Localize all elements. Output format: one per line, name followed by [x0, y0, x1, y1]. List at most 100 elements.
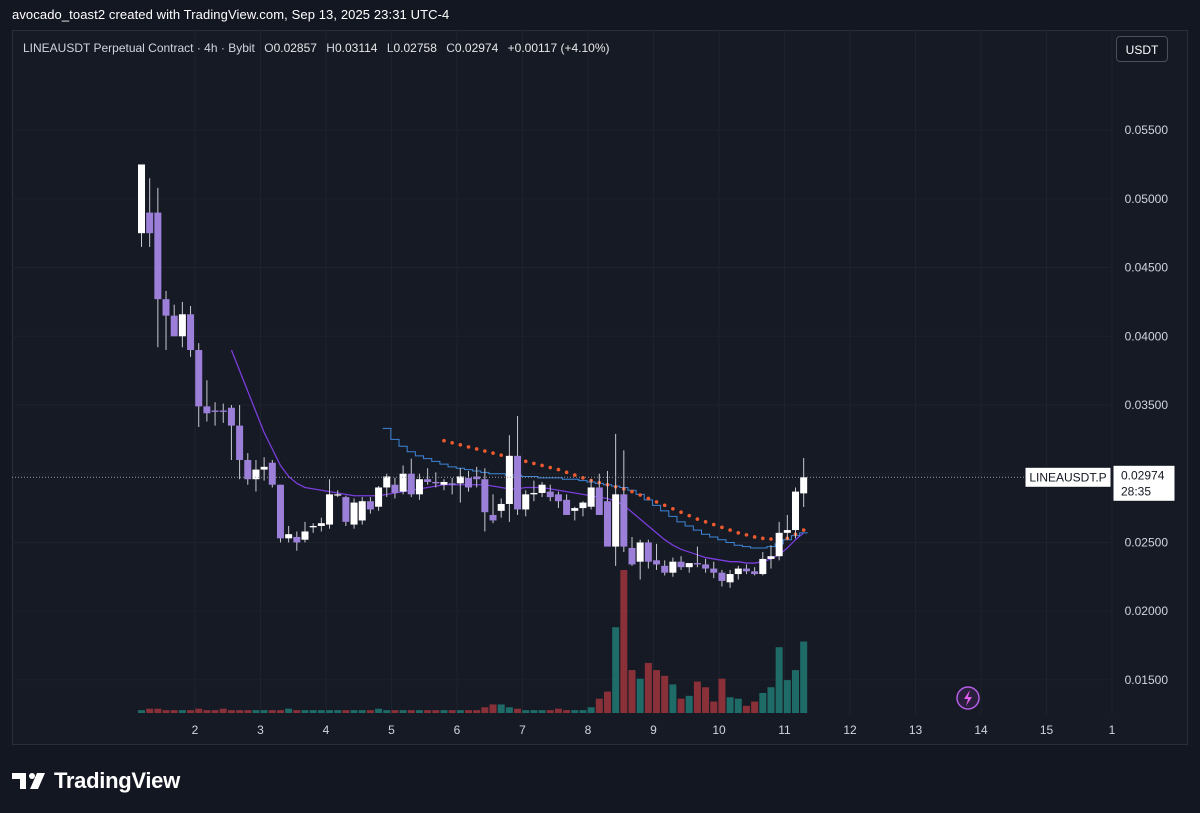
candle-body	[317, 523, 325, 526]
volume-bar	[358, 710, 366, 713]
volume-bar	[563, 710, 571, 713]
candle-body	[366, 501, 374, 510]
candle-body	[710, 568, 718, 573]
y-tick-label: 0.05000	[1125, 192, 1169, 206]
candle-body	[579, 502, 587, 509]
volume-bar	[685, 695, 693, 713]
indicator-dot	[572, 473, 577, 477]
candle-body	[571, 508, 579, 511]
tradingview-logo-icon	[12, 773, 45, 789]
indicator-dot	[466, 445, 471, 449]
candle-body	[285, 534, 293, 539]
volume-bar	[595, 698, 603, 713]
indicator-dot	[671, 506, 675, 511]
x-tick-label: 6	[454, 723, 461, 737]
volume-bar	[285, 708, 293, 713]
tradingview-logo[interactable]: TradingView	[12, 768, 180, 794]
candle-body	[424, 479, 432, 482]
candle-body	[530, 492, 538, 495]
volume-bar	[636, 678, 644, 713]
candle-body	[260, 466, 268, 470]
volume-bar	[187, 710, 195, 713]
candle-body	[276, 484, 284, 539]
indicator-dot	[679, 510, 683, 515]
candle-body	[195, 350, 203, 407]
candle-body	[751, 571, 759, 575]
candle-body	[219, 410, 227, 412]
volume-bar	[383, 710, 391, 713]
volume-bar	[783, 680, 791, 713]
volume-bar	[759, 692, 767, 713]
indicator-dot	[450, 440, 454, 445]
volume-bar	[677, 698, 685, 713]
volume-bar	[530, 710, 538, 713]
candle-body	[342, 497, 350, 522]
candle-body	[162, 299, 170, 316]
volume-bar	[481, 707, 489, 713]
indicator-dot	[523, 459, 528, 464]
volume-bar	[276, 710, 284, 713]
volume-bar	[432, 710, 440, 713]
volume-bar	[350, 710, 358, 713]
candle-body	[399, 473, 407, 492]
close-value: 0.02974	[454, 41, 499, 55]
grid	[12, 30, 1113, 715]
volume-bar	[252, 710, 260, 713]
indicator-dot	[761, 536, 765, 541]
alert-icon[interactable]	[956, 686, 980, 710]
y-tick-label: 0.02500	[1125, 535, 1169, 549]
volume-bar	[211, 710, 219, 713]
candle-body	[563, 499, 571, 515]
volume-bar	[742, 705, 750, 713]
volume-bar	[644, 662, 652, 713]
volume-bar	[775, 647, 783, 713]
candle-body	[326, 494, 334, 525]
candle-body	[187, 314, 195, 351]
candle-body	[146, 212, 154, 234]
indicator-dot	[720, 525, 724, 530]
volume-bar	[424, 710, 432, 713]
volume-bar	[244, 710, 252, 713]
change-value: +0.00117 (+4.10%)	[507, 41, 610, 55]
indicator-dot	[540, 463, 544, 468]
indicator-dot	[499, 453, 504, 457]
y-tick-label: 0.04500	[1125, 261, 1169, 275]
candle-body	[538, 484, 546, 493]
candle-body	[603, 501, 611, 547]
high-label: H	[326, 41, 335, 55]
volume-bar	[407, 710, 415, 713]
indicator-dot	[769, 537, 773, 541]
volume-bar	[579, 710, 587, 713]
y-tick-label: 0.05500	[1125, 123, 1169, 137]
low-label: L	[386, 41, 394, 55]
price-tag-value-bg	[1112, 464, 1176, 502]
volume-bar	[195, 708, 203, 713]
candles	[138, 164, 808, 588]
candle-body	[644, 542, 652, 562]
volume-bar	[612, 627, 620, 713]
volume-bar	[138, 710, 145, 713]
indicator-dot	[556, 467, 561, 472]
currency-button[interactable]: USDT	[1116, 36, 1168, 62]
volume-bar	[203, 710, 211, 713]
candle-body	[693, 563, 701, 565]
indicator-dot	[736, 531, 741, 535]
price-tag-symbol: LINEAUSDT.P	[1029, 470, 1106, 484]
candle-body	[554, 494, 562, 502]
indicator-dot	[662, 503, 667, 508]
indicator-dot	[728, 528, 732, 532]
x-tick-label: 4	[323, 723, 330, 737]
volume-bar	[603, 691, 611, 713]
candle-body	[587, 487, 595, 507]
candle-body	[718, 572, 726, 581]
volume-bar	[334, 710, 342, 713]
candle-body	[800, 477, 808, 494]
candle-body	[358, 501, 366, 521]
volume-bar	[702, 687, 710, 713]
volume-bar	[628, 670, 636, 713]
x-tick-label: 5	[388, 723, 395, 737]
candle-body	[742, 568, 750, 572]
candle-body	[203, 406, 211, 414]
chart-pane[interactable]	[12, 30, 1188, 745]
